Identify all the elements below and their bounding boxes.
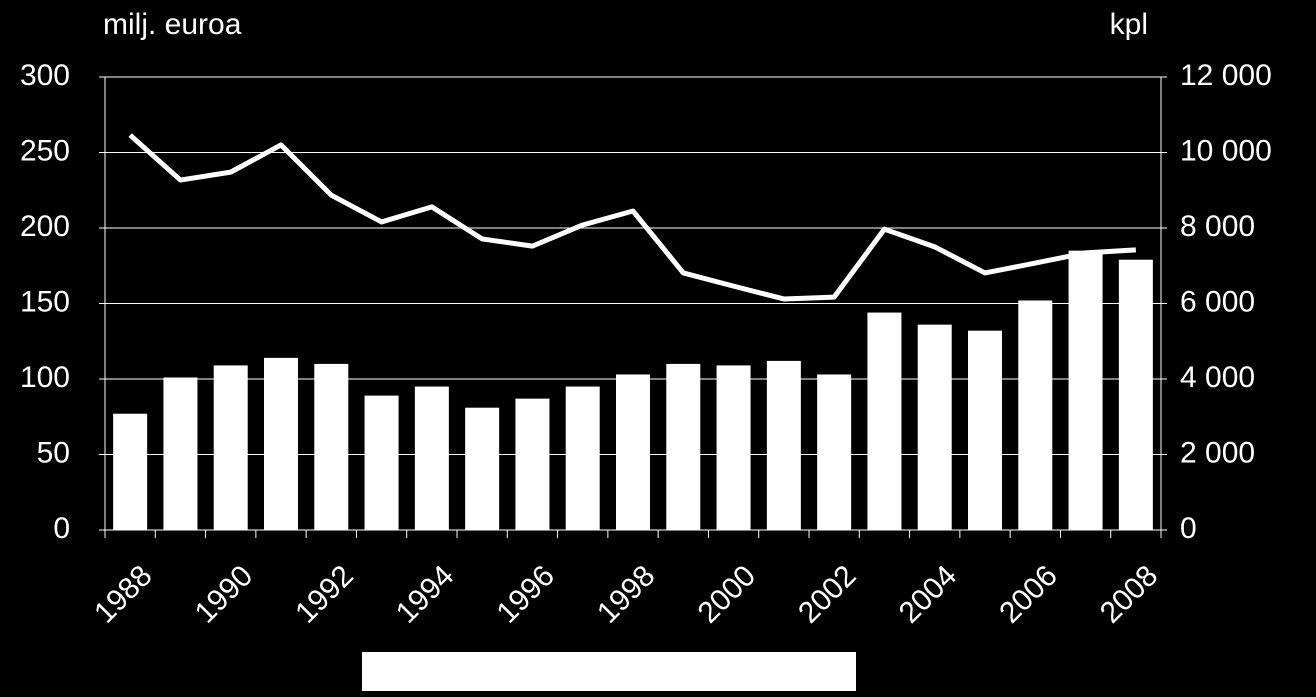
bar (666, 363, 701, 530)
bar (716, 365, 751, 530)
y2-tick-label: 2 000 (1180, 436, 1255, 469)
bar (213, 365, 248, 530)
y-tick-label: 300 (20, 59, 70, 92)
bar (616, 374, 650, 530)
bar (264, 357, 298, 530)
bar (113, 413, 148, 530)
bar (565, 386, 600, 530)
y-tick-label: 0 (53, 512, 70, 545)
y2-axis-title: kpl (1110, 8, 1148, 41)
bar (515, 398, 550, 530)
bar (314, 363, 349, 530)
bar (817, 374, 852, 530)
bar (364, 395, 399, 530)
bar (414, 386, 449, 530)
bar (465, 407, 500, 530)
bar (968, 330, 1002, 530)
bar (917, 324, 952, 530)
bar (867, 312, 902, 530)
y2-tick-label: 10 000 (1180, 134, 1272, 167)
bar (1118, 259, 1153, 530)
y2-tick-label: 0 (1180, 512, 1197, 545)
y-axis-title: milj. euroa (103, 8, 242, 41)
y-tick-label: 50 (37, 436, 70, 469)
y-tick-label: 250 (20, 134, 70, 167)
bar (766, 360, 801, 530)
y2-tick-label: 12 000 (1180, 59, 1272, 92)
y-tick-label: 150 (20, 285, 70, 318)
bar (163, 377, 198, 530)
legend-box (362, 652, 856, 691)
y-tick-label: 100 (20, 361, 70, 394)
y2-tick-label: 8 000 (1180, 210, 1255, 243)
bar (1018, 300, 1053, 530)
y2-tick-label: 4 000 (1180, 361, 1255, 394)
y2-tick-label: 6 000 (1180, 285, 1255, 318)
y-tick-label: 200 (20, 210, 70, 243)
bar (1068, 250, 1103, 530)
line (128, 133, 1137, 302)
